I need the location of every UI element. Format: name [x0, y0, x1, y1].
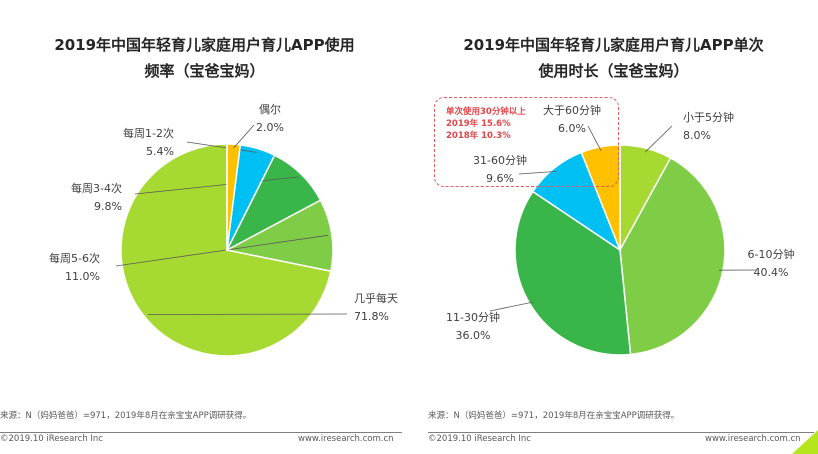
slice-value-label: 8.0% — [683, 129, 711, 142]
pie-slice — [514, 190, 632, 356]
chart-panel-duration: 2019年中国年轻育儿家庭用户育儿APP单次 使用时长（宝爸宝妈） 来源：N（妈… — [409, 0, 818, 454]
chart-title-line: 2019年中国年轻育儿家庭用户育儿APP单次 — [463, 36, 764, 54]
leader-line — [186, 141, 257, 153]
chart-title-duration: 2019年中国年轻育儿家庭用户育儿APP单次 使用时长（宝爸宝妈） — [409, 32, 818, 84]
leader-line — [518, 171, 557, 175]
slice-value-label: 71.8% — [354, 310, 389, 323]
website-text: www.iresearch.com.cn — [705, 434, 801, 444]
slice-value-label: 2.0% — [256, 121, 284, 134]
slice-label: 大于60分钟 — [543, 103, 601, 117]
slice-value-label: 36.0% — [456, 329, 491, 342]
copyright-text: ©2019.10 iResearch Inc — [0, 434, 103, 444]
pie-slice — [226, 143, 242, 251]
chart-title-line: 频率（宝爸宝妈） — [144, 62, 265, 80]
slice-label: 6-10分钟 — [748, 247, 795, 261]
slice-value-label: 9.8% — [94, 200, 122, 213]
leader-line — [134, 176, 299, 195]
leader-line — [147, 313, 348, 315]
callout-text: 单次使用30分钟以上 2019年 15.6% 2018年 10.3% — [446, 106, 526, 142]
copyright-text: ©2019.10 iResearch Inc — [428, 434, 531, 444]
chart-title-line: 2019年中国年轻育儿家庭用户育儿APP使用 — [54, 36, 355, 54]
slice-label: 小于5分钟 — [683, 110, 734, 124]
pie-slice — [619, 156, 726, 356]
footer-divider — [0, 432, 402, 433]
slice-label: 每周3-4次 — [71, 181, 122, 195]
slice-value-label: 9.6% — [486, 172, 514, 185]
pie-slice — [224, 199, 334, 273]
callout-line: 单次使用30分钟以上 — [446, 107, 526, 117]
slice-value-label: 40.4% — [754, 266, 789, 279]
chart-panel-frequency: 2019年中国年轻育儿家庭用户育儿APP使用 频率（宝爸宝妈） 来源：N（妈妈爸… — [0, 32, 409, 444]
slice-label: 31-60分钟 — [473, 153, 527, 167]
chart-title-line: 使用时长（宝爸宝妈） — [538, 62, 689, 80]
slice-label: 几乎每天 — [354, 291, 398, 305]
chart-title-frequency: 2019年中国年轻育儿家庭用户育儿APP使用 频率（宝爸宝妈） — [0, 32, 409, 84]
slice-value-label: 5.4% — [146, 145, 174, 158]
source-note: 来源：N（妈妈爸爸）=971，2019年8月在亲宝宝APP调研获得。 — [0, 411, 252, 421]
footer-divider — [428, 432, 814, 433]
leader-line — [233, 124, 255, 149]
slice-label: 偶尔 — [259, 103, 281, 116]
callout-box — [434, 97, 619, 187]
slice-label: 每周5-6次 — [49, 251, 100, 265]
pie-slice — [580, 144, 621, 251]
leader-line — [489, 301, 534, 312]
leader-line — [587, 125, 602, 151]
slice-value-label: 6.0% — [558, 122, 586, 135]
slice-value-label: 11.0% — [65, 270, 100, 283]
source-note: 来源：N（妈妈爸爸）=971，2019年8月在亲宝宝APP调研获得。 — [428, 411, 680, 421]
corner-accent — [792, 430, 818, 454]
leader-line — [115, 234, 328, 267]
callout-line: 2018年 10.3% — [446, 131, 511, 141]
leader-line — [644, 125, 673, 153]
slice-label: 11-30分钟 — [446, 310, 500, 324]
website-text: www.iresearch.com.cn — [298, 434, 394, 444]
callout-line: 2019年 15.6% — [446, 119, 511, 129]
slice-label: 每周1-2次 — [123, 126, 174, 140]
